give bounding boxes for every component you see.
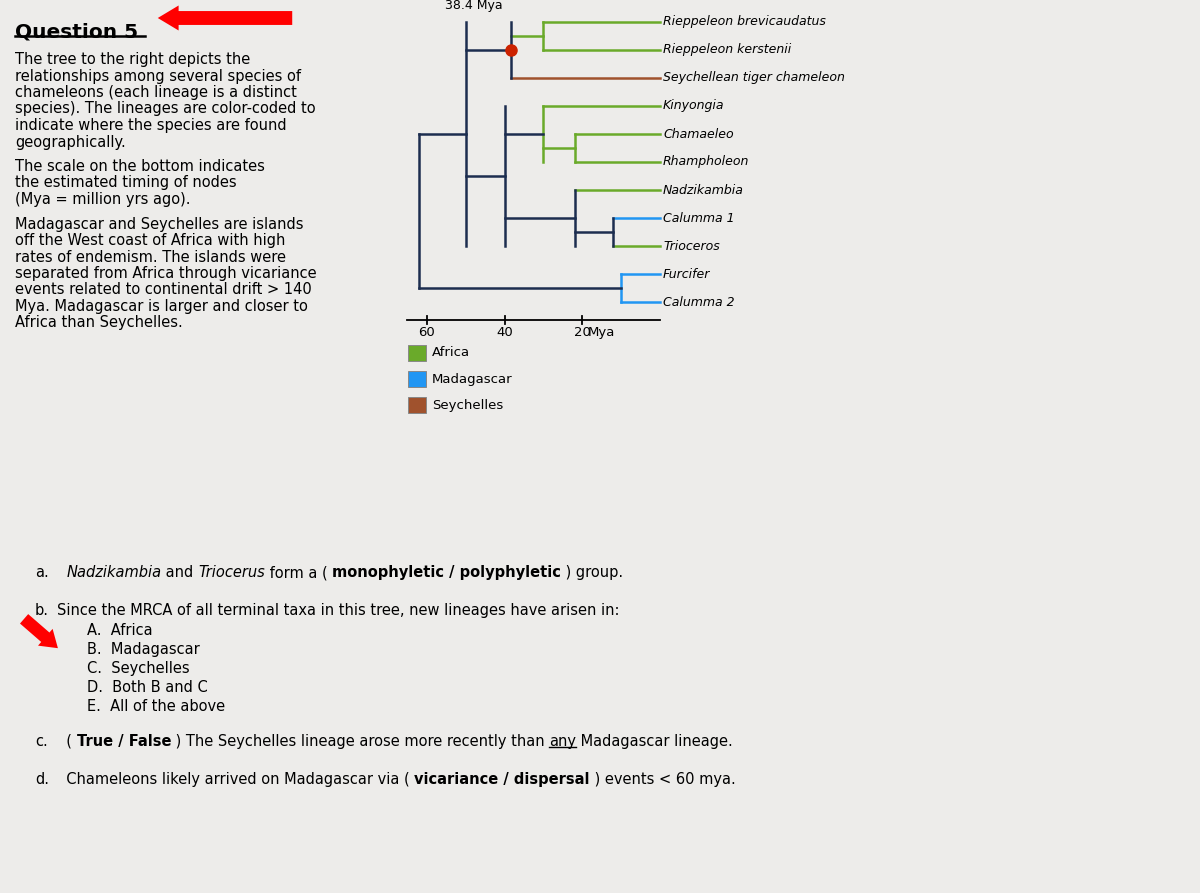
Text: monophyletic / polyphyletic: monophyletic / polyphyletic xyxy=(332,565,562,580)
Text: ) The Seychelles lineage arose more recently than: ) The Seychelles lineage arose more rece… xyxy=(172,734,550,749)
Text: Furcifer: Furcifer xyxy=(662,268,710,280)
Text: B.  Madagascar: B. Madagascar xyxy=(88,642,199,657)
Bar xyxy=(408,397,426,413)
Text: Africa: Africa xyxy=(432,346,470,360)
Text: relationships among several species of: relationships among several species of xyxy=(14,69,301,84)
Text: Madagascar and Seychelles are islands: Madagascar and Seychelles are islands xyxy=(14,216,304,231)
Text: Calumma 1: Calumma 1 xyxy=(662,212,734,224)
Text: Rieppeleon brevicaudatus: Rieppeleon brevicaudatus xyxy=(662,15,826,29)
Text: a.: a. xyxy=(35,565,49,580)
Text: Since the MRCA of all terminal taxa in this tree, new lineages have arisen in:: Since the MRCA of all terminal taxa in t… xyxy=(58,603,619,618)
Text: The tree to the right depicts the: The tree to the right depicts the xyxy=(14,52,251,67)
Text: Nadzikambia: Nadzikambia xyxy=(66,565,161,580)
FancyArrowPatch shape xyxy=(157,5,293,30)
Text: any: any xyxy=(550,734,576,749)
Text: Mya: Mya xyxy=(587,326,614,339)
Text: (: ( xyxy=(58,734,77,749)
Text: Rieppeleon kerstenii: Rieppeleon kerstenii xyxy=(662,44,791,56)
Text: off the West coast of Africa with high: off the West coast of Africa with high xyxy=(14,233,286,248)
Text: 38.4 Mya: 38.4 Mya xyxy=(445,0,503,12)
Bar xyxy=(408,345,426,361)
Text: indicate where the species are found: indicate where the species are found xyxy=(14,118,287,133)
Text: 40: 40 xyxy=(496,326,512,339)
Text: b.: b. xyxy=(35,603,49,618)
Text: and: and xyxy=(161,565,198,580)
Text: True / False: True / False xyxy=(77,734,172,749)
Text: (Mya = million yrs ago).: (Mya = million yrs ago). xyxy=(14,192,191,207)
Text: Kinyongia: Kinyongia xyxy=(662,99,725,113)
Text: Nadzikambia: Nadzikambia xyxy=(662,183,744,196)
Text: species). The lineages are color-coded to: species). The lineages are color-coded t… xyxy=(14,102,316,116)
Text: A.  Africa: A. Africa xyxy=(88,623,152,638)
Text: Triocerus: Triocerus xyxy=(198,565,265,580)
Text: events related to continental drift > 140: events related to continental drift > 14… xyxy=(14,282,312,297)
Text: form a (: form a ( xyxy=(265,565,332,580)
Text: d.: d. xyxy=(35,772,49,787)
Text: rates of endemism. The islands were: rates of endemism. The islands were xyxy=(14,249,286,264)
Text: separated from Africa through vicariance: separated from Africa through vicariance xyxy=(14,266,317,281)
FancyArrowPatch shape xyxy=(20,614,58,648)
Text: D.  Both B and C: D. Both B and C xyxy=(88,680,208,695)
Text: c.: c. xyxy=(35,734,48,749)
Text: ) events < 60 mya.: ) events < 60 mya. xyxy=(590,772,736,787)
Text: 20: 20 xyxy=(574,326,590,339)
Text: Africa than Seychelles.: Africa than Seychelles. xyxy=(14,315,182,330)
Text: 60: 60 xyxy=(419,326,436,339)
Text: Seychelles: Seychelles xyxy=(432,398,503,412)
Text: Chameleons likely arrived on Madagascar via (: Chameleons likely arrived on Madagascar … xyxy=(58,772,414,787)
Text: geographically.: geographically. xyxy=(14,135,126,149)
Text: Trioceros: Trioceros xyxy=(662,239,720,253)
Bar xyxy=(408,371,426,387)
Text: vicariance / dispersal: vicariance / dispersal xyxy=(414,772,590,787)
Text: Chamaeleo: Chamaeleo xyxy=(662,128,733,140)
Text: Madagascar lineage.: Madagascar lineage. xyxy=(576,734,733,749)
Text: The scale on the bottom indicates: The scale on the bottom indicates xyxy=(14,159,265,174)
Text: ) group.: ) group. xyxy=(562,565,623,580)
Text: Rhampholeon: Rhampholeon xyxy=(662,155,749,169)
Text: E.  All of the above: E. All of the above xyxy=(88,699,226,714)
Text: Seychellean tiger chameleon: Seychellean tiger chameleon xyxy=(662,71,845,85)
Text: the estimated timing of nodes: the estimated timing of nodes xyxy=(14,176,236,190)
Text: Calumma 2: Calumma 2 xyxy=(662,296,734,308)
Text: Question 5: Question 5 xyxy=(14,22,138,41)
Text: chameleons (each lineage is a distinct: chameleons (each lineage is a distinct xyxy=(14,85,296,100)
Text: Mya. Madagascar is larger and closer to: Mya. Madagascar is larger and closer to xyxy=(14,299,308,314)
Text: Madagascar: Madagascar xyxy=(432,372,512,386)
Text: C.  Seychelles: C. Seychelles xyxy=(88,661,190,676)
